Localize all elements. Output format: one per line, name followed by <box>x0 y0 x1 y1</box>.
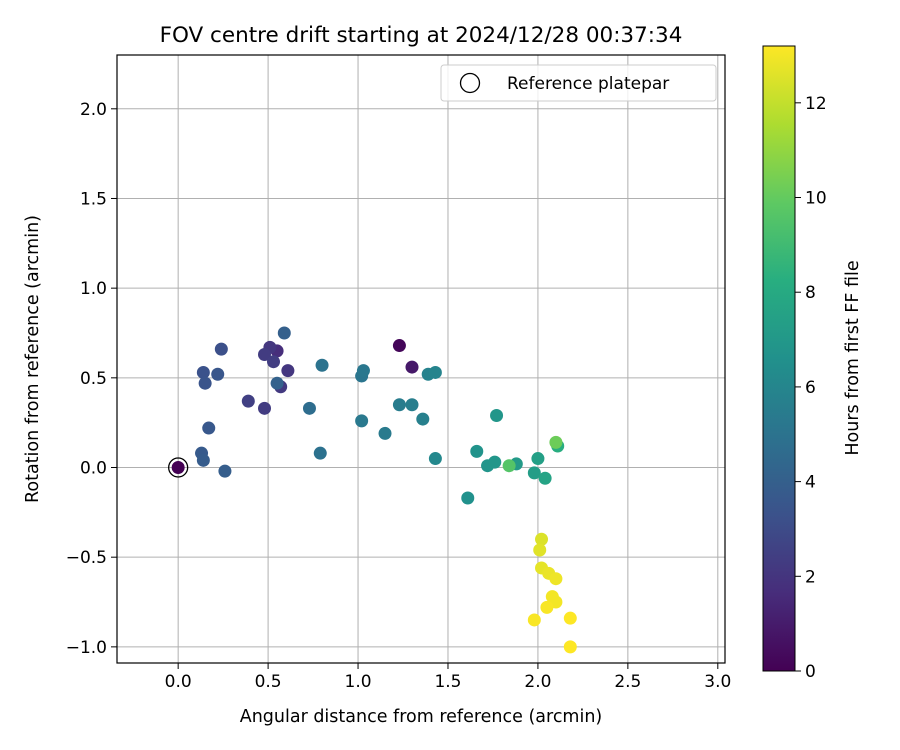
scatter-point <box>549 435 563 449</box>
scatter-point <box>428 452 442 466</box>
scatter-point <box>563 640 577 654</box>
scatter-point <box>218 464 232 478</box>
colorbar-tick-label: 6 <box>805 378 816 398</box>
scatter-point <box>315 358 329 372</box>
y-tick-label: 1.5 <box>80 189 107 209</box>
scatter-point <box>198 376 212 390</box>
scatter-point <box>302 401 316 415</box>
scatter-point <box>527 466 541 480</box>
scatter-point <box>405 398 419 412</box>
scatter-point <box>533 543 547 557</box>
scatter-point <box>270 376 284 390</box>
scatter-point <box>527 613 541 627</box>
scatter-point <box>356 364 370 378</box>
scatter-point <box>535 532 549 546</box>
scatter-point <box>461 491 475 505</box>
legend: Reference platepar <box>440 64 717 102</box>
y-tick-label: −1.0 <box>66 638 107 658</box>
colorbar-label: Hours from first FF file <box>843 260 863 455</box>
y-tick-label: 0.5 <box>80 369 107 389</box>
scatter-point <box>355 414 369 428</box>
y-axis-label: Rotation from reference (arcmin) <box>23 215 43 503</box>
scatter-point <box>549 572 563 586</box>
x-tick-label: 1.5 <box>434 672 461 692</box>
legend-box <box>440 64 717 102</box>
colorbar-tick-label: 10 <box>805 189 827 209</box>
scatter-point <box>266 355 280 369</box>
x-tick-label: 2.5 <box>614 672 641 692</box>
scatter-point <box>392 398 406 412</box>
colorbar: 0 2 4 6 8 10 12 Hours from first FF file <box>762 45 863 682</box>
colorbar-tick-label: 4 <box>805 473 816 493</box>
colorbar-tick-label: 0 <box>805 662 816 682</box>
y-tick-label: 2.0 <box>80 100 107 120</box>
scatter-point <box>211 367 225 381</box>
scatter-point <box>540 600 554 614</box>
grid-lines <box>117 55 725 663</box>
scatter-point <box>241 394 255 408</box>
x-tick-label: 0.5 <box>255 672 282 692</box>
scatter-point <box>416 412 430 426</box>
scatter-point <box>531 452 545 466</box>
reference-ring <box>168 457 189 478</box>
scatter-point <box>277 326 291 340</box>
colorbar-tick-label: 2 <box>805 567 816 587</box>
scatter-point <box>196 453 210 467</box>
x-axis-label: Angular distance from reference (arcmin) <box>240 707 603 727</box>
reference-point <box>171 461 185 475</box>
scatter-point <box>313 446 327 460</box>
scatter-point <box>281 364 295 378</box>
x-tick-label: 1.0 <box>345 672 372 692</box>
x-axis-ticks: 0.0 0.5 1.0 1.5 2.0 2.5 3.0 <box>165 663 731 692</box>
scatter-point <box>405 360 419 374</box>
scatter-point <box>538 471 552 485</box>
scatter-point <box>202 421 216 435</box>
scatter-point <box>392 339 406 353</box>
chart-title: FOV centre drift starting at 2024/12/28 … <box>160 23 683 48</box>
y-tick-label: −0.5 <box>66 548 107 568</box>
scatter-point <box>502 459 516 473</box>
legend-marker-icon <box>459 72 481 94</box>
colorbar-tick-label: 12 <box>805 94 827 114</box>
colorbar-ticks: 0 2 4 6 8 10 12 <box>795 94 827 682</box>
scatter-point <box>196 365 210 379</box>
colorbar-tick-label: 8 <box>805 283 816 303</box>
scatter-point <box>563 611 577 625</box>
y-tick-label: 0.0 <box>80 459 107 479</box>
y-axis-ticks: 2.0 1.5 1.0 0.5 0.0 −0.5 −1.0 <box>66 100 117 658</box>
x-tick-label: 2.0 <box>524 672 551 692</box>
scatter-point <box>428 365 442 379</box>
reference-marker <box>168 457 189 478</box>
scatter-point <box>214 342 228 356</box>
scatter-point <box>258 401 272 415</box>
x-tick-label: 0.0 <box>165 672 192 692</box>
legend-label: Reference platepar <box>507 74 669 94</box>
y-tick-label: 1.0 <box>80 279 107 299</box>
scatter-point <box>488 455 502 469</box>
data-points <box>195 326 577 654</box>
plot-area-frame <box>116 54 726 664</box>
x-tick-label: 3.0 <box>704 672 731 692</box>
scatter-point <box>490 408 504 422</box>
scatter-point <box>258 348 272 362</box>
colorbar-gradient <box>762 45 796 672</box>
scatter-point <box>470 444 484 458</box>
scatter-point <box>378 426 392 440</box>
